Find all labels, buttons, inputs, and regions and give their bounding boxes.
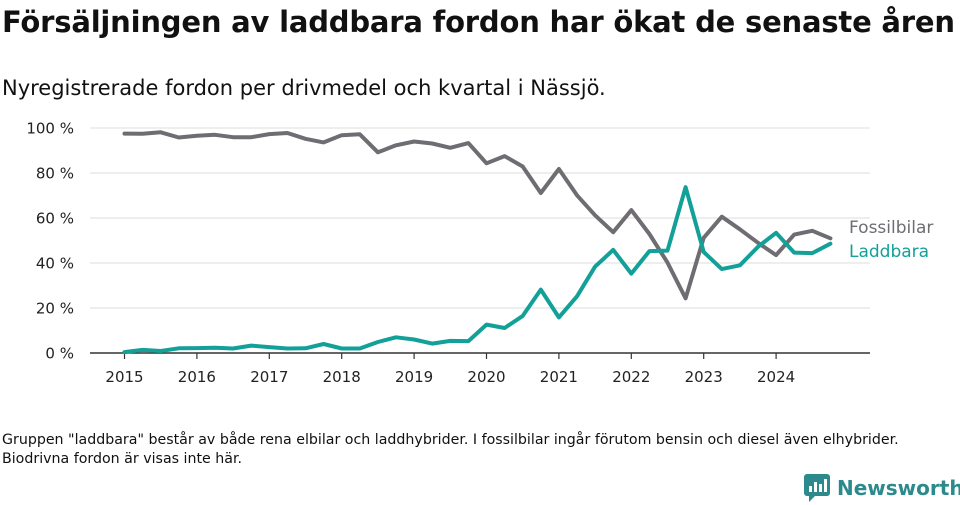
x-tick-label: 2018	[323, 368, 361, 386]
x-tick-label: 2015	[105, 368, 143, 386]
series-line-fossilbilar	[122, 130, 833, 301]
x-tick-label: 2024	[757, 368, 795, 386]
y-tick-label: 80 %	[36, 165, 74, 183]
chart-title: Försäljningen av laddbara fordon har öka…	[2, 5, 955, 39]
legend-label-fossilbilar: Fossilbilar	[849, 218, 933, 238]
y-tick-label: 100 %	[26, 120, 74, 138]
line-chart: 0 % 20 % 40 % 60 % 80 % 100 % 2015 2016 2017 2018…	[26, 120, 933, 387]
newsworthy-logo-icon	[804, 474, 830, 502]
x-tick-label: 2023	[685, 368, 723, 386]
y-tick-label: 60 %	[36, 210, 74, 228]
x-tick-label: 2021	[540, 368, 578, 386]
chart-subtitle: Nyregistrerade fordon per drivmedel och …	[2, 76, 606, 100]
footnote: Gruppen "laddbara" består av både rena e…	[2, 432, 899, 467]
legend-label-laddbara: Laddbara	[849, 242, 929, 262]
brand-name: Newsworthy	[837, 476, 960, 500]
series-line-laddbara	[122, 185, 833, 355]
x-tick-label: 2022	[612, 368, 650, 386]
brand-logo: Newsworthy	[804, 472, 960, 504]
x-tick-label: 2017	[250, 368, 288, 386]
y-tick-label: 40 %	[36, 255, 74, 273]
x-tick-label: 2016	[178, 368, 216, 386]
x-tick-label: 2019	[395, 368, 433, 386]
y-tick-label: 0 %	[45, 345, 74, 363]
y-tick-label: 20 %	[36, 300, 74, 318]
x-tick-label: 2020	[467, 368, 505, 386]
